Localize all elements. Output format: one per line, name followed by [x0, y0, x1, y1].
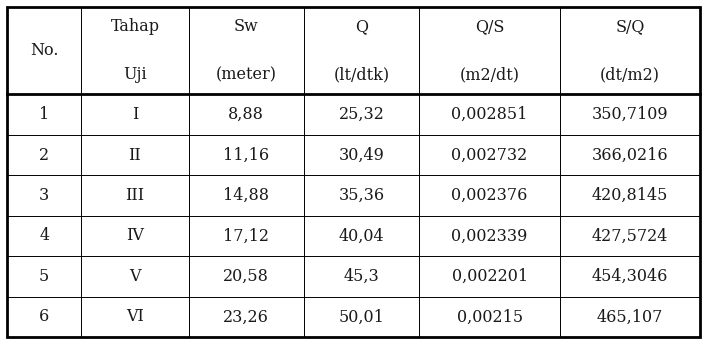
Text: II: II	[129, 147, 141, 164]
Text: 25,32: 25,32	[339, 106, 385, 123]
Text: 11,16: 11,16	[223, 147, 269, 164]
Text: 454,3046: 454,3046	[592, 268, 668, 285]
Text: No.: No.	[30, 42, 59, 59]
Text: 420,8145: 420,8145	[592, 187, 668, 204]
Text: V: V	[129, 268, 141, 285]
Text: (dt/m2): (dt/m2)	[600, 66, 660, 83]
Text: 23,26: 23,26	[223, 308, 269, 325]
Text: 1: 1	[39, 106, 49, 123]
Text: 465,107: 465,107	[597, 308, 663, 325]
Text: 366,0216: 366,0216	[592, 147, 668, 164]
Text: 427,5724: 427,5724	[592, 227, 668, 245]
Text: 4: 4	[39, 227, 49, 245]
Text: (meter): (meter)	[216, 66, 276, 83]
Text: Q: Q	[355, 18, 368, 35]
Text: 30,49: 30,49	[339, 147, 385, 164]
Text: 0,002376: 0,002376	[451, 187, 528, 204]
Text: Sw: Sw	[234, 18, 259, 35]
Text: (m2/dt): (m2/dt)	[460, 66, 520, 83]
Text: 2: 2	[39, 147, 49, 164]
Text: Uji: Uji	[123, 66, 147, 83]
Text: VI: VI	[126, 308, 144, 325]
Text: I: I	[132, 106, 138, 123]
Text: Q/S: Q/S	[475, 18, 504, 35]
Text: 3: 3	[39, 187, 49, 204]
Text: 35,36: 35,36	[339, 187, 385, 204]
Text: (lt/dtk): (lt/dtk)	[334, 66, 390, 83]
Text: 0,002732: 0,002732	[452, 147, 527, 164]
Text: IV: IV	[126, 227, 144, 245]
Text: Tahap: Tahap	[110, 18, 159, 35]
Text: 0,00215: 0,00215	[457, 308, 522, 325]
Text: 50,01: 50,01	[339, 308, 385, 325]
Text: 350,7109: 350,7109	[592, 106, 668, 123]
Text: 8,88: 8,88	[228, 106, 264, 123]
Text: 0,002201: 0,002201	[452, 268, 527, 285]
Text: III: III	[125, 187, 144, 204]
Text: 17,12: 17,12	[223, 227, 269, 245]
Text: 0,002851: 0,002851	[451, 106, 528, 123]
Text: S/Q: S/Q	[615, 18, 645, 35]
Text: 0,002339: 0,002339	[451, 227, 528, 245]
Text: 45,3: 45,3	[344, 268, 380, 285]
Text: 6: 6	[39, 308, 49, 325]
Text: 14,88: 14,88	[223, 187, 269, 204]
Text: 5: 5	[39, 268, 49, 285]
Text: 20,58: 20,58	[223, 268, 269, 285]
Text: 40,04: 40,04	[339, 227, 385, 245]
